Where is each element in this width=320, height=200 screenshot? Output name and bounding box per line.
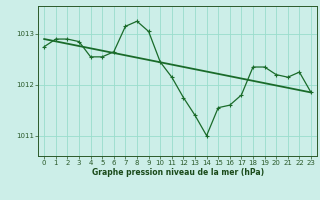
X-axis label: Graphe pression niveau de la mer (hPa): Graphe pression niveau de la mer (hPa) xyxy=(92,168,264,177)
